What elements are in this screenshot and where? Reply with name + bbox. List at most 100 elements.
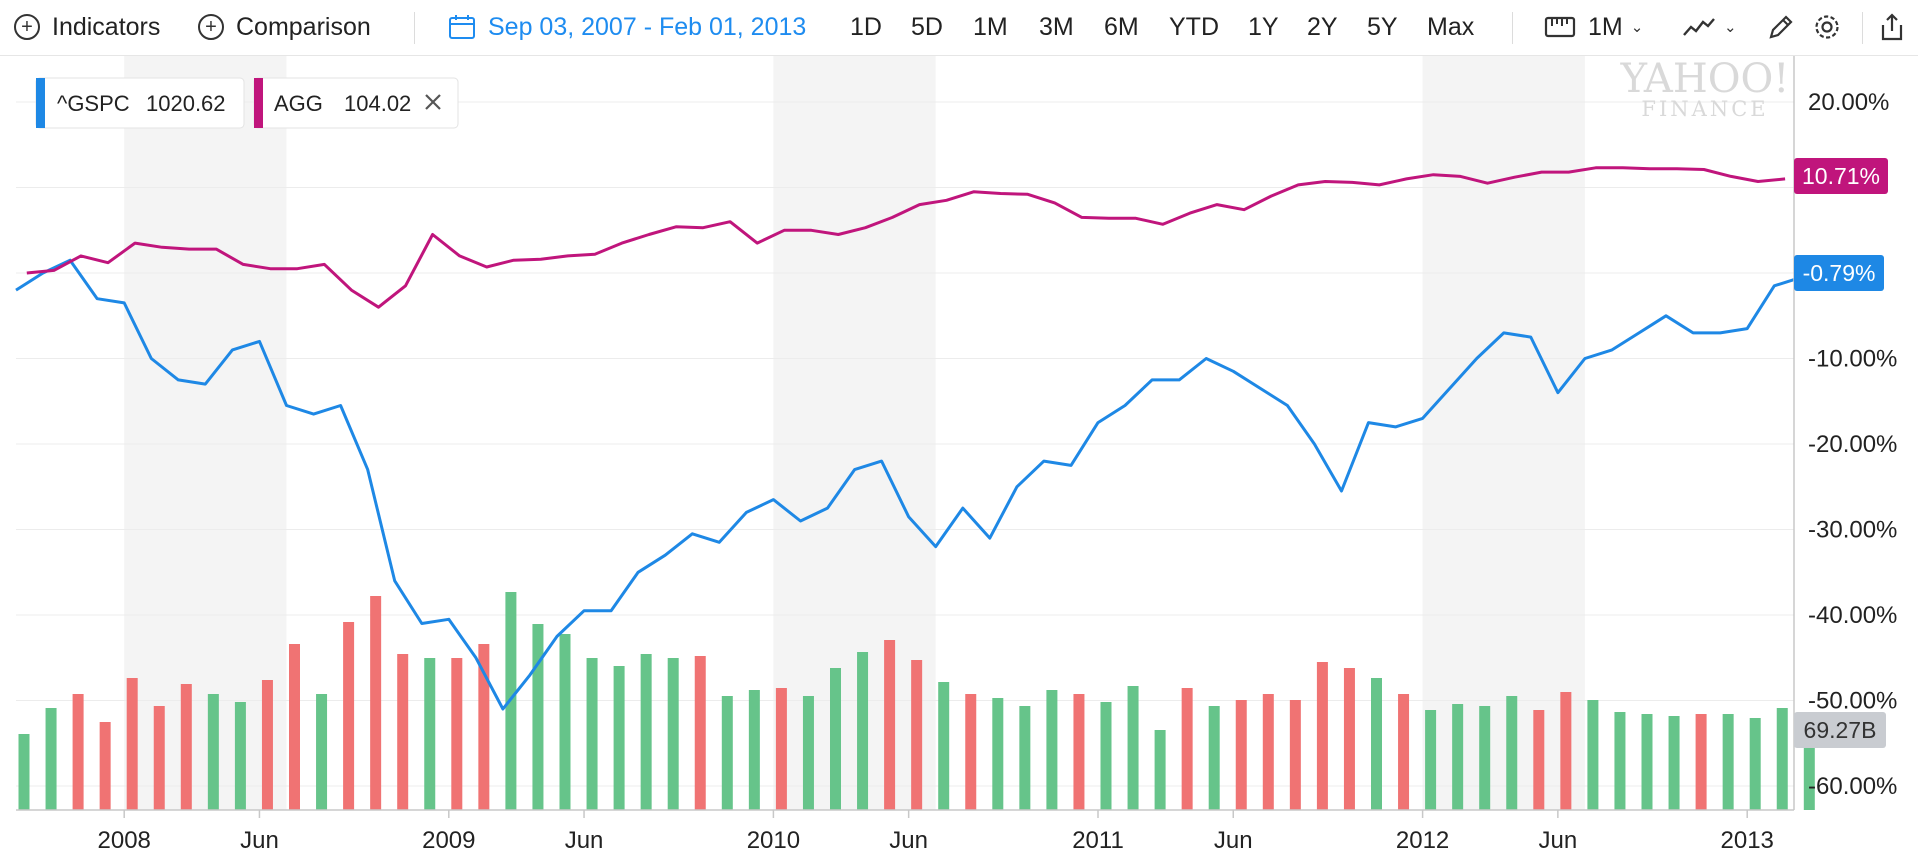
gspc-last-value-badge: -0.79%	[1794, 255, 1884, 291]
volume-bar	[830, 668, 841, 810]
x-tick-label: 2013	[1721, 827, 1774, 854]
range-1d-button[interactable]: 1D	[850, 12, 882, 41]
volume-bar	[126, 678, 138, 810]
volume-bar	[1722, 714, 1734, 810]
svg-text:69.27B: 69.27B	[1804, 717, 1877, 743]
half-year-band	[1422, 56, 1585, 810]
volume-bar	[1235, 700, 1247, 810]
volume-bar	[1073, 694, 1085, 810]
volume-bar	[1452, 704, 1464, 810]
x-tick-label: 2009	[422, 827, 475, 854]
toolbar-divider	[1512, 12, 1513, 44]
volume-bar	[1560, 692, 1572, 810]
legend-gspc[interactable]: ^GSPC 1020.62	[35, 77, 245, 129]
half-year-band	[773, 56, 936, 810]
volume-bar	[1749, 718, 1761, 810]
volume-bar	[207, 694, 219, 810]
comparison-button[interactable]: + Comparison	[198, 0, 371, 54]
legend-gspc-swatch	[36, 78, 45, 128]
interval-dropdown[interactable]: 1M ⌄	[1544, 0, 1643, 54]
volume-bar	[370, 596, 382, 810]
volume-bar	[532, 624, 544, 810]
x-tick-label: 2012	[1396, 827, 1449, 854]
volume-bar	[1695, 714, 1707, 810]
settings-button[interactable]	[1812, 0, 1842, 54]
volume-bar	[1127, 686, 1139, 810]
year-bands	[124, 56, 1585, 810]
volume-bar	[397, 654, 409, 810]
indicators-label: Indicators	[52, 12, 161, 41]
volume-bar	[1262, 694, 1274, 810]
volume-bar	[694, 656, 706, 810]
remove-comparison-close-icon[interactable]	[425, 94, 441, 110]
volume-bar	[45, 708, 57, 810]
range-1y-button[interactable]: 1Y	[1248, 12, 1279, 41]
chevron-down-icon: ⌄	[1724, 19, 1737, 36]
yahoo-finance-watermark-sub: FINANCE	[1641, 97, 1768, 121]
volume-bar	[1181, 688, 1193, 810]
chart-type-dropdown[interactable]: ⌄	[1682, 0, 1737, 54]
volume-bar	[1343, 668, 1355, 810]
volume-bar	[992, 698, 1004, 810]
comparison-chart[interactable]: YAHOO! FINANCE 20.00% -10.00% -20.00% -30.0…	[0, 56, 1918, 866]
half-year-band	[124, 56, 287, 810]
y-tick-label: -30.00%	[1808, 517, 1897, 544]
chevron-down-icon: ⌄	[1630, 19, 1644, 36]
volume-bar	[1641, 714, 1653, 810]
range-ytd-button[interactable]: YTD	[1169, 12, 1219, 41]
plus-circle-icon: +	[14, 14, 40, 40]
volume-bar	[451, 658, 463, 810]
draw-button[interactable]	[1766, 0, 1796, 54]
x-tick-label: Jun	[1214, 827, 1253, 854]
date-range-label: Sep 03, 2007 - Feb 01, 2013	[488, 12, 807, 41]
volume-bar	[261, 680, 273, 810]
volume-bar	[1398, 694, 1410, 810]
toolbar-divider	[414, 12, 415, 44]
svg-text:-0.79%: -0.79%	[1803, 260, 1876, 286]
interval-label: 1M	[1588, 12, 1623, 41]
volume-bar	[180, 684, 192, 810]
share-icon	[1878, 12, 1906, 42]
volume-bar	[1587, 700, 1599, 810]
yahoo-finance-watermark: YAHOO!	[1620, 56, 1790, 102]
volume-bar	[559, 634, 571, 810]
volume-bar	[1046, 690, 1058, 810]
legend-agg[interactable]: AGG 104.02	[253, 77, 459, 129]
svg-text:10.71%: 10.71%	[1802, 163, 1880, 189]
y-axis-ticks: 20.00% -10.00% -20.00% -30.00% -40.00% -50.00…	[1808, 89, 1897, 800]
volume-bar	[613, 666, 625, 810]
plus-circle-icon: +	[198, 14, 224, 40]
share-button[interactable]	[1878, 0, 1906, 54]
range-max-button[interactable]: Max	[1427, 12, 1475, 41]
agg-last-value-badge: 10.71%	[1794, 158, 1888, 194]
range-5y-button[interactable]: 5Y	[1367, 12, 1398, 41]
range-1m-button[interactable]: 1M	[973, 12, 1008, 41]
volume-bar	[99, 722, 111, 810]
range-3m-button[interactable]: 3M	[1039, 12, 1074, 41]
y-tick-label: 20.00%	[1808, 89, 1889, 116]
series-lines	[15, 166, 1830, 711]
line-chart-icon	[1682, 15, 1716, 39]
legend-agg-value: 104.02	[344, 91, 411, 116]
chart-toolbar: + Indicators + Comparison Sep 03, 2007 -…	[0, 0, 1918, 56]
range-5d-button[interactable]: 5D	[911, 12, 943, 41]
gear-icon	[1812, 12, 1842, 42]
volume-bar	[234, 702, 246, 810]
y-tick-label: -10.00%	[1808, 346, 1897, 373]
range-6m-button[interactable]: 6M	[1104, 12, 1139, 41]
volume-bar	[1371, 678, 1382, 810]
range-2y-button[interactable]: 2Y	[1307, 12, 1338, 41]
volume-bar	[1479, 706, 1491, 810]
y-tick-label: -40.00%	[1808, 602, 1897, 629]
volume-bar	[1776, 708, 1788, 810]
last-value-badges: 10.71% -0.79% 69.27B	[1794, 158, 1888, 748]
volume-bar	[1316, 662, 1328, 810]
date-range-button[interactable]: Sep 03, 2007 - Feb 01, 2013	[448, 0, 806, 54]
grid-lines	[16, 101, 1794, 787]
volume-bar	[1425, 710, 1437, 810]
x-tick-label: 2011	[1072, 827, 1124, 854]
legend-gspc-symbol: ^GSPC	[57, 91, 130, 116]
indicators-button[interactable]: + Indicators	[14, 0, 160, 54]
volume-bar	[1208, 706, 1220, 810]
series-line-agg	[26, 166, 1786, 309]
